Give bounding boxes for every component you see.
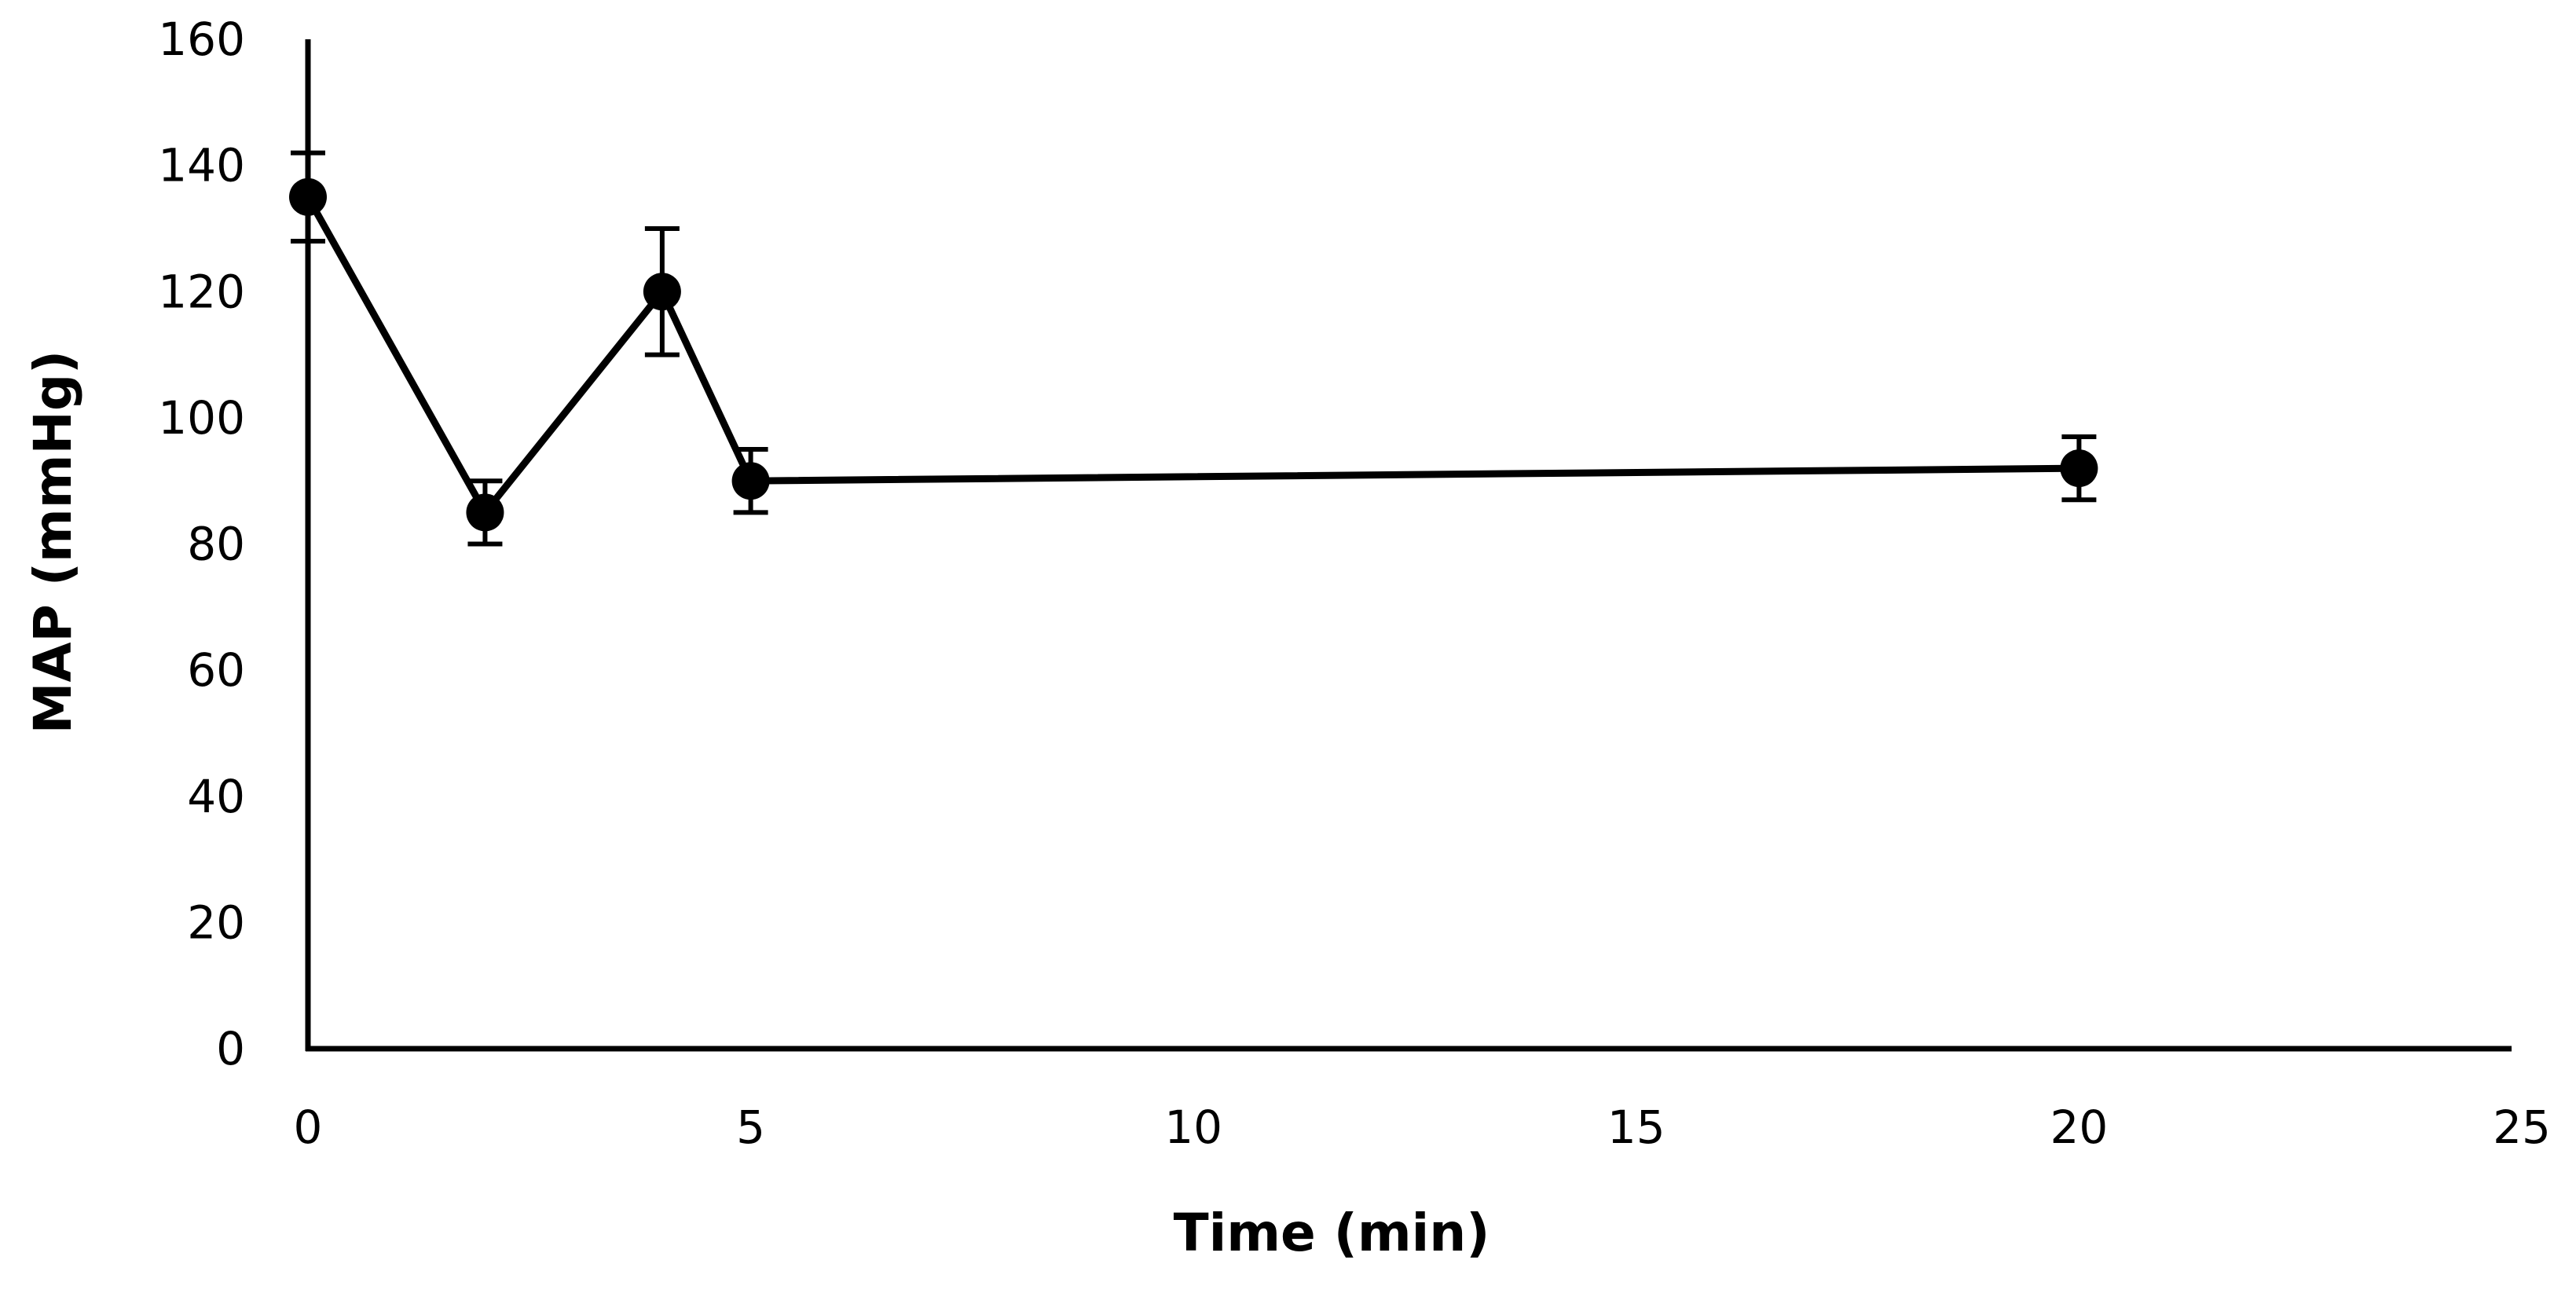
y-tick-label: 20 [187, 896, 245, 949]
series [289, 150, 2098, 547]
axes [305, 39, 2512, 1052]
data-point [643, 273, 681, 311]
x-tick-label: 15 [1607, 1101, 1665, 1154]
x-tick-label: 0 [294, 1101, 323, 1154]
data-point [731, 462, 770, 500]
y-tick-label: 40 [187, 770, 245, 823]
y-tick-label: 60 [187, 643, 245, 697]
x-tick-labels: 0 5 10 15 20 25 [294, 1101, 2551, 1154]
x-tick-label: 20 [2050, 1101, 2108, 1154]
x-tick-label: 5 [736, 1101, 765, 1154]
y-tick-label: 120 [158, 265, 245, 318]
y-axis-title: MAP (mmHg) [23, 350, 83, 734]
data-point [466, 493, 504, 532]
y-tick-label: 140 [158, 139, 245, 192]
y-tick-labels: 0 20 40 60 80 100 120 140 160 [158, 13, 245, 1075]
x-axis-title: Time (min) [1174, 1203, 1490, 1263]
x-tick-label: 25 [2493, 1101, 2551, 1154]
data-point [289, 178, 327, 216]
x-tick-label: 10 [1164, 1101, 1222, 1154]
y-tick-label: 0 [216, 1022, 245, 1075]
y-tick-label: 80 [187, 518, 245, 571]
y-tick-label: 100 [158, 391, 245, 445]
series-line [305, 195, 2079, 516]
y-tick-label: 160 [158, 13, 245, 66]
data-point [2060, 449, 2098, 488]
